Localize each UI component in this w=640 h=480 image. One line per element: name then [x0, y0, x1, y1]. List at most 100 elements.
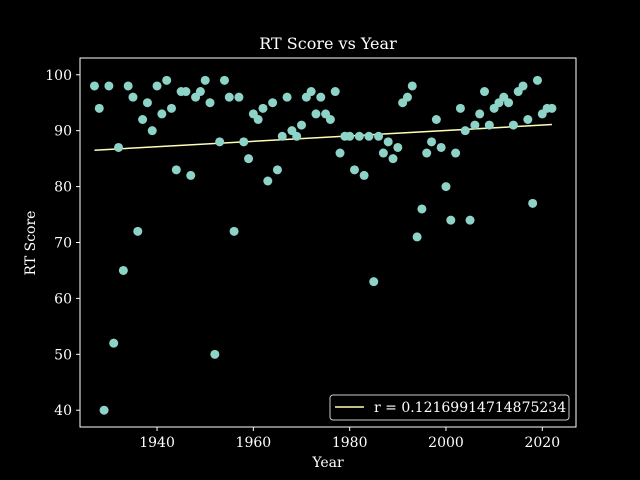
- data-point: [330, 87, 340, 97]
- data-point: [460, 126, 470, 136]
- x-axis-label: Year: [311, 455, 344, 471]
- data-point: [224, 92, 234, 102]
- legend-entry: r = 0.12169914714875234: [374, 400, 566, 416]
- data-point: [407, 81, 417, 91]
- data-point: [325, 115, 335, 124]
- data-point: [215, 137, 225, 147]
- data-point: [142, 98, 152, 108]
- data-point: [349, 165, 359, 175]
- data-point: [417, 204, 427, 214]
- y-tick-label: 40: [54, 403, 72, 419]
- legend-box: [329, 394, 570, 421]
- data-point: [446, 215, 456, 225]
- data-point: [306, 87, 316, 97]
- data-point: [89, 81, 99, 91]
- data-point: [138, 115, 148, 124]
- y-tick-label: 60: [54, 291, 72, 307]
- points-layer: [89, 75, 557, 415]
- x-tick-label: 2020: [524, 435, 560, 451]
- data-point: [166, 103, 176, 113]
- data-point: [455, 103, 465, 113]
- data-point: [123, 81, 133, 91]
- x-axis: 1940 1960 1980 2000 2020: [139, 427, 560, 451]
- data-point: [229, 226, 239, 236]
- chart-title: RT Score vs Year: [259, 34, 397, 53]
- data-point: [186, 170, 196, 180]
- data-point: [523, 115, 533, 124]
- data-point: [263, 176, 273, 186]
- legend: r = 0.12169914714875234: [329, 394, 570, 421]
- x-tick-label: 1960: [236, 435, 272, 451]
- data-point: [109, 338, 119, 348]
- data-point: [272, 165, 282, 175]
- data-point: [484, 120, 494, 130]
- plot-area: [79, 57, 577, 428]
- data-point: [147, 126, 157, 136]
- data-point: [441, 182, 451, 192]
- data-point: [359, 170, 369, 180]
- data-point: [118, 265, 128, 275]
- y-tick-label: 80: [54, 180, 72, 196]
- data-point: [436, 142, 446, 152]
- data-point: [518, 81, 528, 91]
- data-point: [422, 148, 432, 158]
- data-point: [528, 198, 538, 208]
- data-point: [547, 103, 557, 113]
- x-tick-label: 2000: [428, 435, 464, 451]
- data-point: [316, 92, 326, 102]
- data-point: [354, 131, 364, 141]
- data-point: [268, 98, 278, 108]
- data-point: [292, 131, 302, 141]
- data-point: [234, 92, 244, 102]
- data-point: [388, 154, 398, 164]
- data-point: [475, 109, 485, 119]
- data-point: [157, 109, 167, 119]
- data-point: [311, 109, 321, 119]
- x-tick-label: 1940: [139, 435, 175, 451]
- data-point: [94, 103, 104, 113]
- data-point: [277, 131, 287, 141]
- data-point: [205, 98, 215, 108]
- data-point: [427, 137, 437, 147]
- data-point: [239, 137, 249, 147]
- data-point: [282, 92, 292, 102]
- data-point: [508, 120, 518, 130]
- y-axis-label: RT Score: [23, 211, 39, 276]
- y-axis: 40 50 60 70 80 90 100: [45, 68, 80, 419]
- data-point: [210, 349, 220, 359]
- data-point: [383, 137, 393, 147]
- data-point: [465, 215, 475, 225]
- y-tick-label: 70: [54, 236, 72, 252]
- data-point: [253, 115, 263, 124]
- data-point: [393, 142, 403, 152]
- data-point: [470, 120, 480, 130]
- data-point: [181, 87, 191, 97]
- data-point: [171, 165, 181, 175]
- data-point: [200, 75, 210, 85]
- data-point: [374, 131, 384, 141]
- data-point: [402, 92, 412, 102]
- trend-line: [94, 123, 552, 151]
- y-tick-label: 100: [45, 68, 72, 84]
- data-point: [104, 81, 114, 91]
- data-point: [480, 87, 490, 97]
- data-point: [364, 131, 374, 141]
- data-point: [431, 115, 441, 124]
- x-tick-label: 1980: [332, 435, 368, 451]
- data-point: [451, 148, 461, 158]
- trend-layer: [94, 123, 552, 151]
- data-point: [378, 148, 388, 158]
- data-point: [133, 226, 143, 236]
- data-point: [504, 98, 514, 108]
- data-point: [162, 75, 172, 85]
- data-point: [345, 131, 355, 141]
- data-point: [297, 120, 307, 130]
- data-point: [532, 75, 542, 85]
- data-point: [114, 142, 124, 152]
- data-point: [128, 92, 138, 102]
- y-tick-label: 90: [54, 124, 72, 140]
- data-point: [258, 103, 268, 113]
- data-point: [99, 405, 109, 415]
- data-point: [195, 87, 205, 97]
